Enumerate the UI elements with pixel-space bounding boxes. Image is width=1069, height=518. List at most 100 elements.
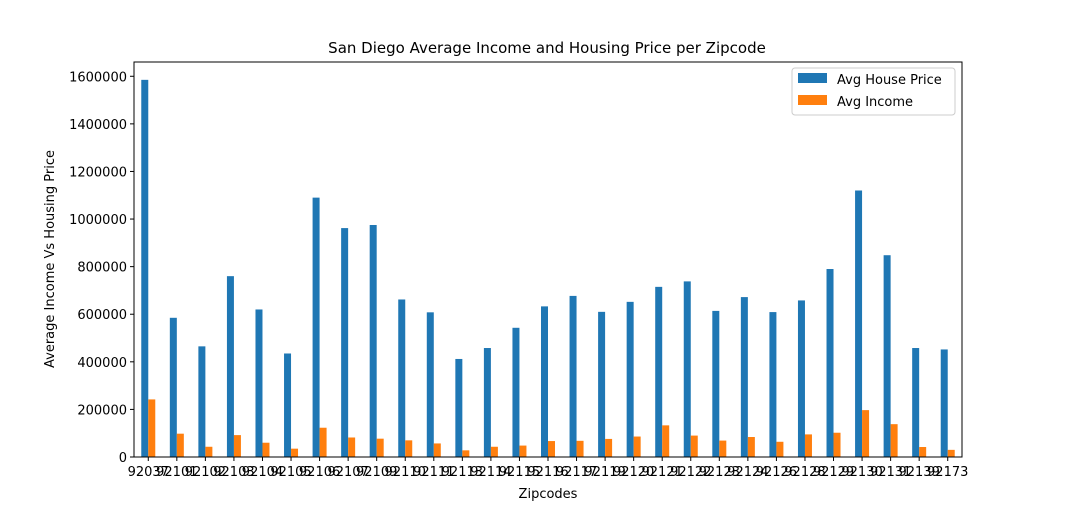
- x-tick-label: 92122: [670, 465, 711, 480]
- bar-house-price-92105: [284, 353, 292, 457]
- bar-income-92102: [205, 446, 213, 457]
- bars-layer: [141, 79, 955, 458]
- x-tick-label: 92105: [270, 465, 311, 480]
- bar-house-price-92124: [740, 297, 748, 457]
- bar-income-92128: [804, 434, 812, 457]
- bar-income-92110: [405, 440, 413, 457]
- bar-house-price-92114: [483, 348, 491, 457]
- bar-house-price-92117: [569, 295, 577, 457]
- bar-income-92037: [148, 399, 156, 457]
- bar-house-price-92129: [826, 269, 834, 457]
- y-tick-label: 400000: [77, 356, 127, 371]
- bar-income-92121: [662, 425, 670, 457]
- bar-income-92124: [747, 437, 755, 457]
- x-tick-label: 92111: [413, 465, 454, 480]
- bar-income-92119: [605, 438, 613, 457]
- bar-house-price-92120: [626, 301, 634, 457]
- bar-house-price-92130: [855, 190, 863, 458]
- x-tick-label: 92103: [213, 465, 254, 480]
- bar-income-92103: [233, 435, 241, 457]
- bar-house-price-92037: [141, 79, 149, 458]
- bar-income-92139: [919, 447, 927, 457]
- chart-title: San Diego Average Income and Housing Pri…: [328, 39, 766, 57]
- bar-house-price-92119: [598, 311, 606, 457]
- bar-income-92117: [576, 440, 584, 457]
- y-tick-label: 800000: [77, 261, 127, 276]
- x-tick-label: 92173: [927, 465, 968, 480]
- bar-house-price-92123: [712, 310, 720, 457]
- bar-income-92123: [719, 440, 727, 457]
- bar-income-92129: [833, 432, 841, 457]
- x-tick-label: 92126: [756, 465, 797, 480]
- x-tick-label: 92117: [556, 465, 597, 480]
- x-tick-label: 92119: [584, 465, 625, 480]
- bar-house-price-92113: [455, 358, 463, 457]
- bar-income-92126: [776, 441, 784, 457]
- bar-income-92106: [319, 427, 327, 457]
- bar-house-price-92109: [369, 224, 377, 457]
- bar-house-price-92110: [398, 299, 406, 457]
- y-tick-label: 1200000: [69, 165, 127, 180]
- bar-income-92131: [890, 424, 898, 457]
- bar-house-price-92102: [198, 346, 206, 457]
- x-tick-label: 92131: [870, 465, 911, 480]
- x-axis-label: Zipcodes: [519, 487, 578, 502]
- bar-house-price-92126: [769, 312, 777, 457]
- bar-house-price-92101: [169, 317, 177, 457]
- y-tick-label: 1600000: [69, 70, 127, 85]
- bar-income-92115: [519, 445, 527, 457]
- x-tick-label: 92102: [185, 465, 226, 480]
- x-axis: 9203792101921029210392104921059210692107…: [128, 457, 968, 480]
- bar-income-92113: [462, 450, 470, 457]
- y-tick-label: 0: [119, 451, 127, 466]
- x-tick-label: 92120: [613, 465, 654, 480]
- bar-income-92104: [262, 442, 270, 457]
- x-tick-label: 92129: [813, 465, 854, 480]
- bar-income-92173: [947, 449, 955, 457]
- x-tick-label: 92104: [242, 465, 283, 480]
- bar-house-price-92122: [683, 281, 691, 457]
- bar-house-price-92121: [655, 286, 663, 457]
- legend-swatch-avg-house-price: [798, 73, 827, 83]
- bar-house-price-92131: [883, 255, 891, 457]
- bar-house-price-92103: [226, 276, 234, 457]
- x-tick-label: 92130: [841, 465, 882, 480]
- bar-house-price-92111: [426, 312, 434, 457]
- x-tick-label: 92123: [699, 465, 740, 480]
- bar-house-price-92104: [255, 309, 263, 457]
- bar-income-92105: [291, 448, 299, 457]
- bar-house-price-92106: [312, 197, 320, 458]
- bar-house-price-92128: [797, 300, 805, 457]
- bar-income-92109: [376, 438, 384, 457]
- x-tick-label: 92124: [727, 465, 768, 480]
- legend-label-avg-income: Avg Income: [837, 95, 913, 110]
- x-tick-label: 92113: [442, 465, 483, 480]
- legend-swatch-avg-income: [798, 95, 827, 105]
- y-tick-label: 200000: [77, 403, 127, 418]
- x-tick-label: 92109: [356, 465, 397, 480]
- x-tick-label: 92115: [499, 465, 540, 480]
- x-tick-label: 92114: [470, 465, 511, 480]
- x-tick-label: 92121: [642, 465, 683, 480]
- bar-house-price-92139: [912, 348, 920, 457]
- bar-income-92130: [862, 410, 870, 457]
- y-axis-label: Average Income Vs Housing Price: [43, 150, 58, 368]
- y-tick-label: 1000000: [69, 213, 127, 228]
- y-axis: 0 200000 400000 600000 800000 1000000 1200000 1…: [69, 70, 134, 466]
- x-tick-label: 92139: [898, 465, 939, 480]
- x-tick-label: 92107: [327, 465, 368, 480]
- bar-income-92107: [348, 437, 356, 457]
- bar-house-price-92173: [940, 349, 948, 457]
- bar-house-price-92115: [512, 327, 520, 457]
- plot-frame: [133, 61, 963, 458]
- x-tick-label: 92110: [385, 465, 426, 480]
- y-tick-label: 1400000: [69, 118, 127, 133]
- bar-income-92101: [176, 433, 184, 457]
- bar-income-92111: [433, 443, 441, 457]
- bar-income-92114: [490, 446, 498, 457]
- legend-label-avg-house-price: Avg House Price: [837, 73, 942, 88]
- x-tick-label: 92106: [299, 465, 340, 480]
- bar-income-92116: [548, 441, 555, 457]
